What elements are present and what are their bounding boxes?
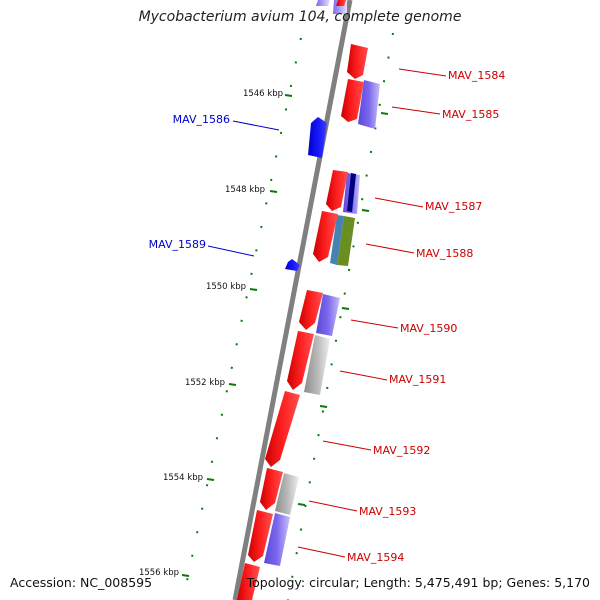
gene-label: MAV_1593: [359, 505, 416, 518]
map-title: Mycobacterium avium 104, complete genome: [138, 9, 462, 25]
gene-label: MAV_1589: [149, 238, 206, 251]
feature-block: [358, 80, 380, 129]
gene-arrow-mav-1585: [341, 79, 364, 122]
gene-labels: MAV_1584 MAV_1585 MAV_1586 MAV_1587 MAV_…: [149, 69, 506, 564]
gene-arrow-mav-1587: [326, 170, 348, 211]
label-leaders: [207, 68, 447, 558]
leader-line: [308, 500, 358, 512]
gene-arrow-partial: [336, 0, 346, 6]
tick-label: 1548 kbp: [225, 185, 265, 195]
tick-mark: [319, 405, 328, 408]
leader-line: [207, 245, 255, 257]
tick-label: 1554 kbp: [163, 473, 203, 483]
genome-backbone: [232, 0, 353, 600]
tick-mark: [249, 288, 258, 291]
gene-label: MAV_1584: [448, 69, 505, 82]
gene-arrow-mav-1589: [285, 259, 300, 271]
tick-mark: [297, 503, 306, 506]
tick-mark: [206, 478, 215, 481]
outer-guide-dots: [287, 32, 394, 600]
feature-block: [304, 335, 330, 395]
tick-label: 1546 kbp: [243, 89, 283, 99]
leader-line: [365, 243, 415, 254]
tick-marks: [181, 94, 389, 577]
leader-line: [391, 106, 441, 115]
gene-arrow-mav-1592: [265, 391, 300, 467]
leader-line: [398, 68, 447, 77]
tick-mark: [380, 112, 389, 115]
feature-block: [347, 173, 356, 212]
gene-label: MAV_1591: [389, 373, 446, 386]
feature-blocks: [264, 0, 380, 566]
tick-label: 1556 kbp: [139, 568, 179, 578]
accession-text: Accession: NC_008595: [10, 575, 153, 590]
leader-line: [374, 197, 424, 208]
feature-block: [316, 0, 330, 6]
feature-block: [330, 215, 344, 265]
feature-block: [337, 216, 355, 266]
gene-arrow-mav-1594: [248, 510, 273, 562]
gene-arrow-mav-1584: [347, 44, 368, 79]
feature-block: [275, 473, 299, 515]
genome-summary-text: Topology: circular; Length: 5,475,491 bp…: [246, 575, 590, 590]
gene-arrow-mav-1588: [313, 211, 338, 262]
gene-label: MAV_1587: [425, 200, 482, 213]
gene-arrow-mav-1591: [287, 331, 314, 390]
leader-line: [297, 546, 346, 558]
leader-line: [232, 120, 280, 131]
guide-dots: [182, 32, 394, 600]
tick-mark: [284, 94, 293, 97]
gene-label: MAV_1588: [416, 247, 473, 260]
gene-arrow-partial: [237, 563, 260, 600]
leader-line: [350, 319, 399, 329]
gene-arrow-mav-1590: [299, 290, 323, 330]
leader-line: [339, 370, 388, 381]
reverse-genes: [285, 117, 327, 271]
gene-label: MAV_1590: [400, 322, 457, 335]
tick-label: 1552 kbp: [185, 378, 225, 388]
feature-block: [264, 513, 290, 566]
gene-arrow-mav-1593: [260, 468, 283, 510]
gene-label: MAV_1585: [442, 108, 499, 121]
tick-label: 1550 kbp: [206, 282, 246, 292]
tick-mark: [228, 383, 237, 386]
tick-mark: [361, 209, 370, 212]
feature-block: [316, 294, 340, 336]
tick-mark: [341, 307, 350, 310]
gene-label: MAV_1586: [173, 113, 230, 126]
tick-mark: [181, 574, 190, 577]
forward-genes: [237, 0, 368, 600]
tick-mark: [269, 190, 278, 193]
leader-line: [322, 440, 372, 451]
gene-label: MAV_1592: [373, 444, 430, 457]
tick-labels: 1546 kbp 1548 kbp 1550 kbp 1552 kbp 1554…: [139, 89, 283, 578]
gene-label: MAV_1594: [347, 551, 404, 564]
gene-arrow-mav-1586: [308, 117, 327, 158]
